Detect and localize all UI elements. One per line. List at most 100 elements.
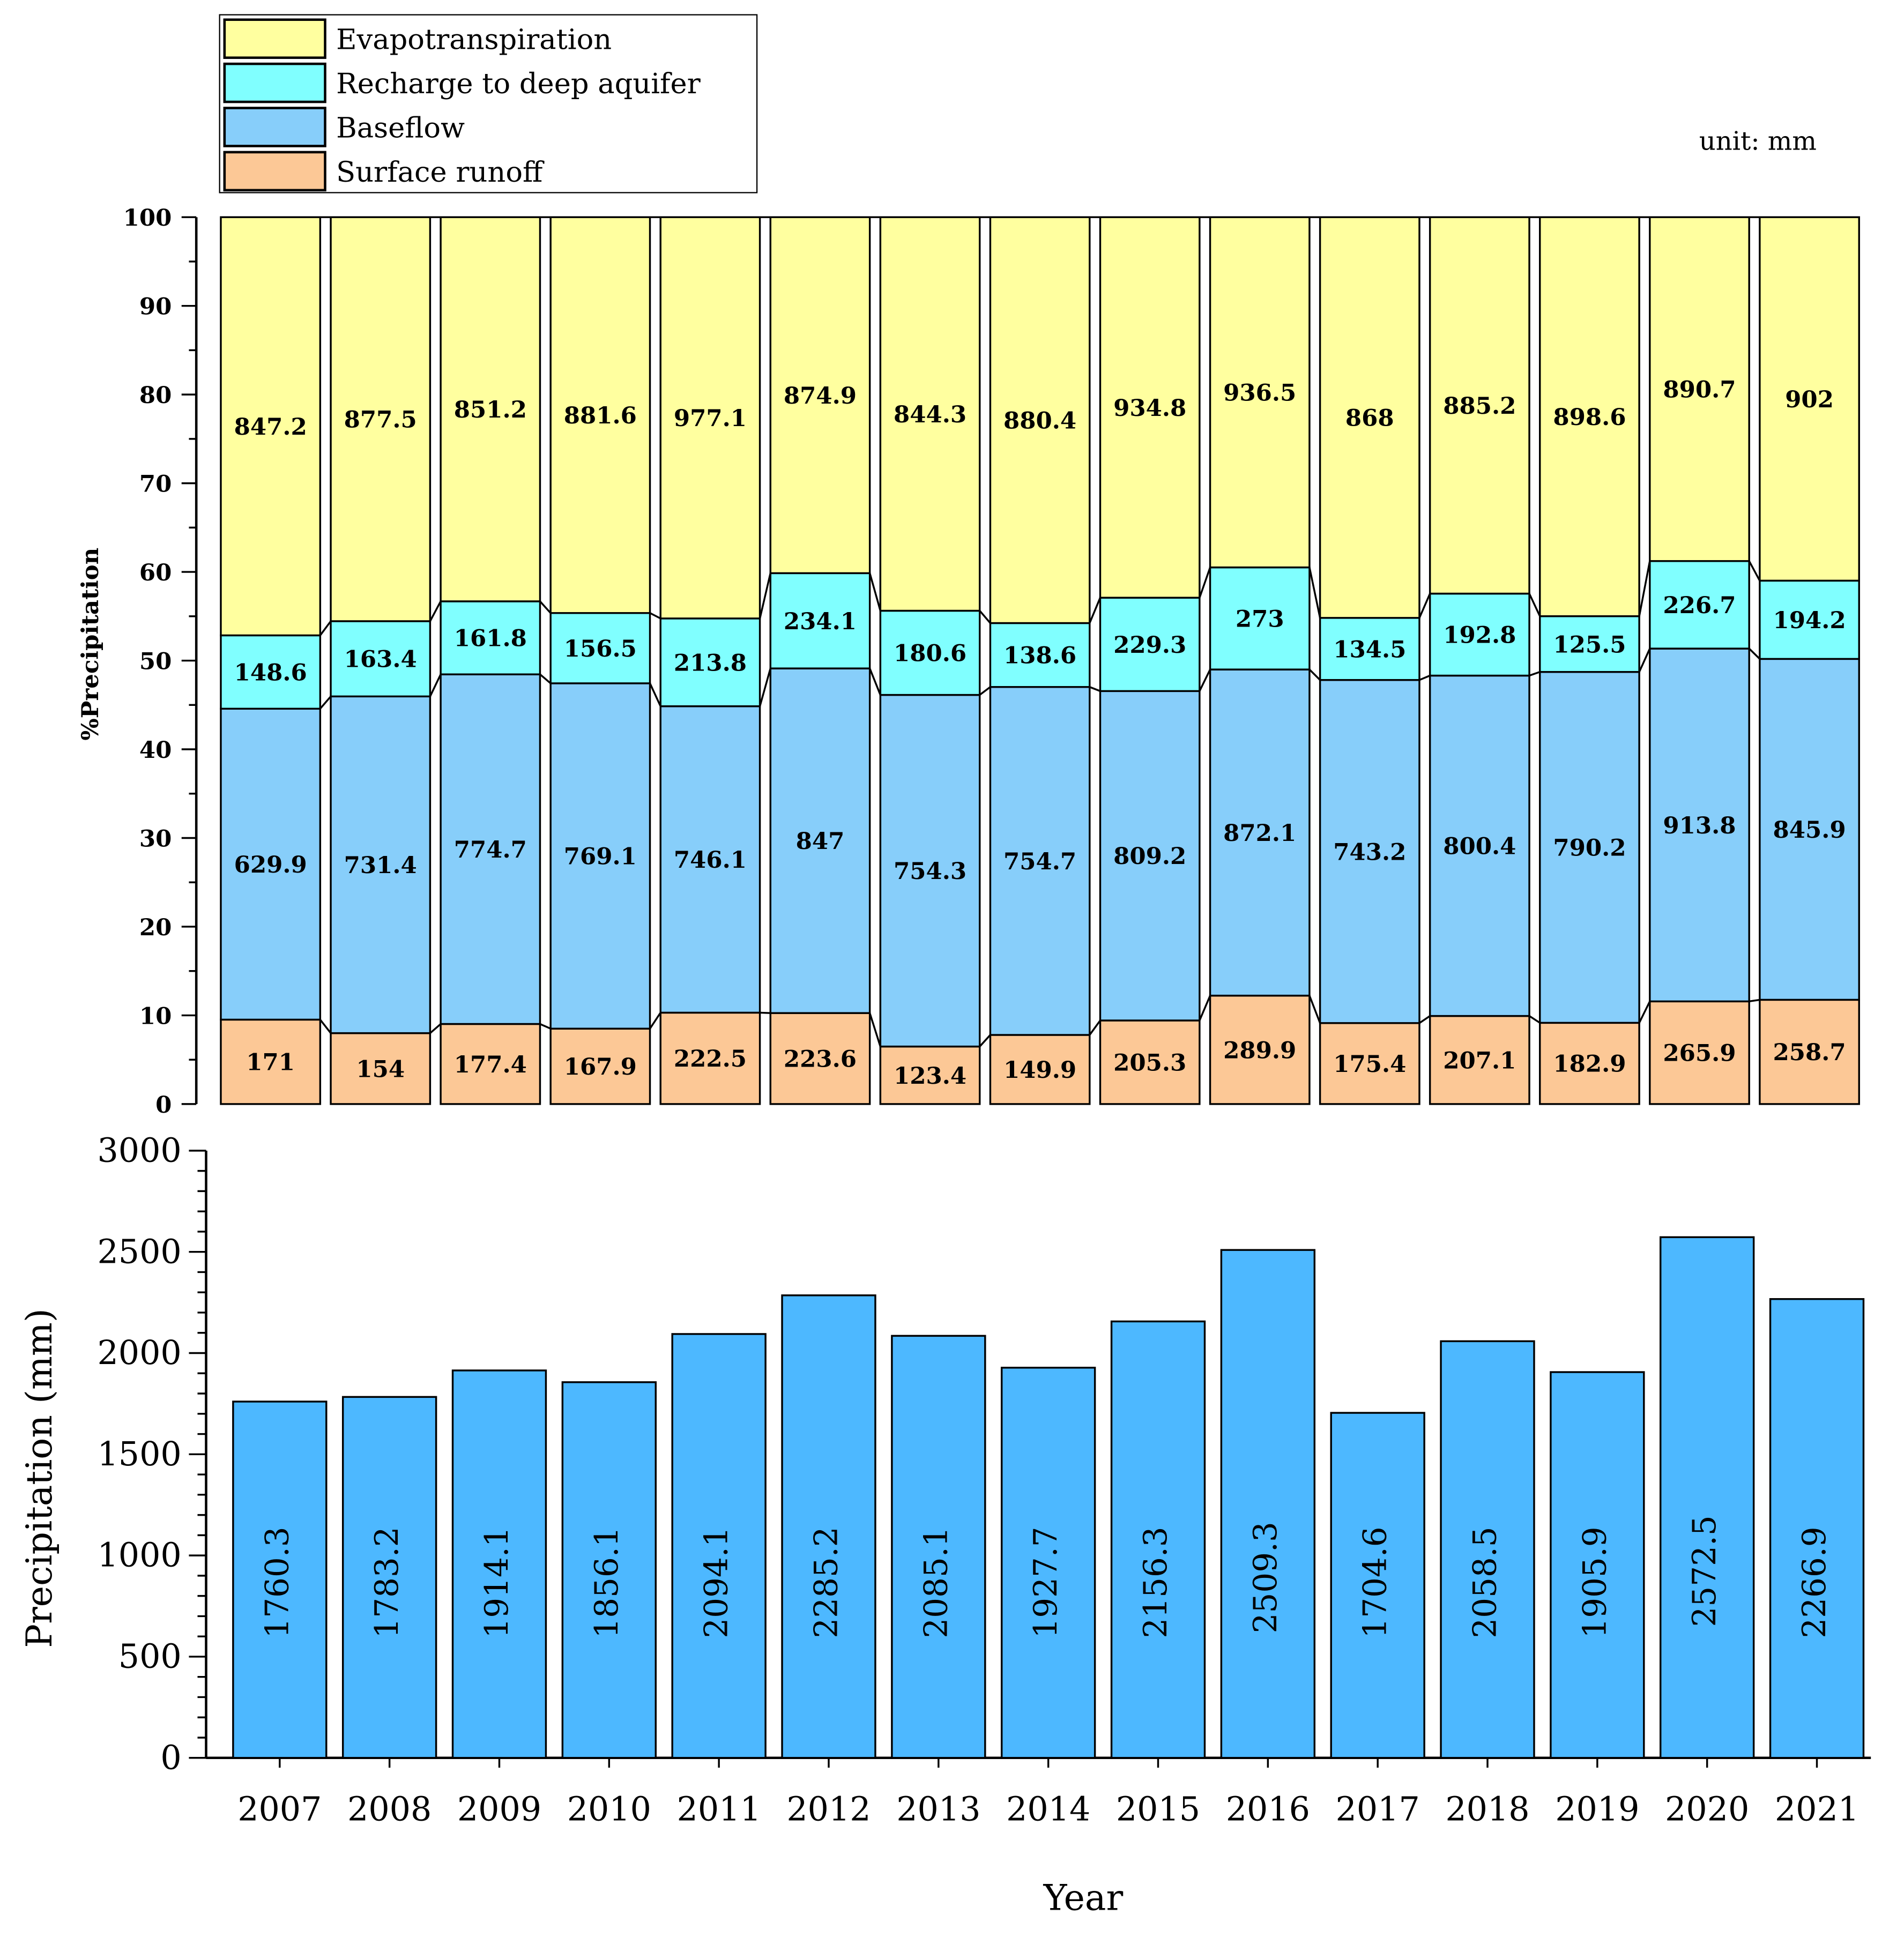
stack-connector-line bbox=[758, 573, 771, 619]
precipitation-bar-2009 bbox=[451, 1369, 547, 1759]
segment-value-label: 213.8 bbox=[674, 649, 747, 676]
bar-value-label: 1856.1 bbox=[589, 1526, 626, 1638]
bar-segment-evapotranspiration-2011 bbox=[659, 216, 761, 620]
bar-segment-recharge-to-deep-aquifer-2021 bbox=[1759, 579, 1860, 660]
stack-connector-line bbox=[319, 620, 332, 636]
segment-value-label: 746.1 bbox=[674, 846, 747, 874]
bar-segment-baseflow-2009 bbox=[440, 673, 541, 1025]
stack-connector-line bbox=[539, 600, 552, 614]
stack-connector-line bbox=[1089, 686, 1101, 692]
bar-value-label: 2285.2 bbox=[808, 1526, 845, 1638]
segment-value-label: 154 bbox=[356, 1055, 405, 1083]
bar-value-label: 2266.9 bbox=[1796, 1526, 1833, 1638]
bar-segment-surface-runoff-2016 bbox=[1209, 994, 1311, 1105]
bar-segment-baseflow-2010 bbox=[549, 682, 651, 1030]
bar-value-label: 2058.5 bbox=[1467, 1526, 1504, 1638]
y-tick-label: 60 bbox=[139, 559, 172, 586]
y-tick-label: 10 bbox=[139, 1002, 172, 1030]
stack-connector-line bbox=[1748, 647, 1761, 660]
segment-value-label: 171 bbox=[246, 1049, 295, 1076]
x-tick-label: 2017 bbox=[1336, 1790, 1420, 1828]
bar-segment-recharge-to-deep-aquifer-2009 bbox=[440, 600, 541, 675]
bar-segment-recharge-to-deep-aquifer-2013 bbox=[879, 609, 981, 696]
stack-connector-line bbox=[649, 1012, 661, 1030]
segment-value-label: 175.4 bbox=[1333, 1051, 1406, 1078]
x-tick-label: 2009 bbox=[457, 1790, 541, 1828]
segment-value-label: 265.9 bbox=[1663, 1040, 1736, 1067]
bar-value-label: 2085.1 bbox=[918, 1526, 955, 1638]
bar-segment-surface-runoff-2011 bbox=[659, 1011, 761, 1105]
segment-value-label: 125.5 bbox=[1553, 631, 1626, 658]
precipitation-bar-2011 bbox=[671, 1333, 767, 1759]
segment-value-label: 182.9 bbox=[1553, 1051, 1626, 1078]
stack-connector-line bbox=[429, 674, 442, 697]
segment-value-label: 874.9 bbox=[784, 382, 857, 409]
bar-segment-surface-runoff-2017 bbox=[1319, 1022, 1420, 1105]
segment-value-label: 880.4 bbox=[1003, 407, 1076, 434]
precipitation-bar-2019 bbox=[1550, 1371, 1645, 1759]
segment-value-label: 163.4 bbox=[344, 646, 417, 673]
bar-segment-recharge-to-deep-aquifer-2011 bbox=[659, 617, 761, 707]
bar-segment-baseflow-2012 bbox=[769, 667, 871, 1014]
precipitation-bar-2015 bbox=[1110, 1320, 1206, 1759]
stack-connector-line bbox=[539, 1023, 551, 1030]
segment-value-label: 890.7 bbox=[1663, 376, 1736, 404]
segment-value-label: 936.5 bbox=[1223, 379, 1296, 406]
precipitation-bar-2014 bbox=[1000, 1367, 1096, 1759]
segment-value-label: 847 bbox=[796, 828, 845, 855]
y-tick-label: 0 bbox=[160, 1738, 181, 1777]
stack-connector-line bbox=[1308, 995, 1321, 1024]
segment-value-label: 898.6 bbox=[1553, 404, 1626, 431]
x-tick-label: 2010 bbox=[567, 1790, 651, 1828]
stack-connector-line bbox=[979, 610, 991, 624]
stack-connector-line bbox=[1308, 668, 1321, 681]
segment-value-label: 134.5 bbox=[1333, 636, 1406, 663]
x-tick-label: 2012 bbox=[786, 1790, 871, 1828]
bar-segment-evapotranspiration-2020 bbox=[1649, 216, 1750, 562]
stack-connector-line bbox=[429, 1023, 442, 1034]
bar-value-label: 2094.1 bbox=[698, 1526, 735, 1638]
stack-connector-line bbox=[1199, 567, 1211, 598]
precipitation-bar-2020 bbox=[1659, 1236, 1755, 1759]
segment-value-label: 872.1 bbox=[1223, 820, 1296, 847]
legend-swatch-recharge-to-deep-aquifer bbox=[223, 62, 326, 103]
precipitation-bar-2017 bbox=[1330, 1412, 1425, 1759]
segment-value-label: 167.9 bbox=[564, 1053, 637, 1081]
stacked-percent-chart: 0 10 20 30 40 50 60 70 80 90 100 171 629.9 148.6 847.2… bbox=[123, 204, 1860, 1119]
bar-segment-evapotranspiration-2012 bbox=[769, 216, 871, 575]
bar-value-label: 1760.3 bbox=[259, 1526, 296, 1638]
y-tick-label: 80 bbox=[139, 382, 172, 409]
bar-segment-surface-runoff-2008 bbox=[330, 1032, 432, 1105]
stack-connector-line bbox=[429, 601, 442, 622]
precipitation-bar-2016 bbox=[1220, 1249, 1316, 1759]
x-tick-label: 2015 bbox=[1116, 1790, 1200, 1828]
y-tick-label: 1500 bbox=[97, 1435, 181, 1473]
stack-connector-line bbox=[1529, 671, 1541, 677]
stack-connector-line bbox=[1308, 567, 1321, 619]
segment-value-label: 177.4 bbox=[454, 1051, 527, 1078]
bar-segment-surface-runoff-2020 bbox=[1649, 1000, 1750, 1105]
bar-segment-evapotranspiration-2008 bbox=[330, 216, 432, 622]
stack-connector-line bbox=[1199, 995, 1211, 1021]
stack-connector-line bbox=[1199, 669, 1211, 692]
segment-value-label: 977.1 bbox=[674, 405, 747, 432]
bar-segment-baseflow-2021 bbox=[1759, 658, 1860, 1001]
x-tick-label: 2008 bbox=[347, 1790, 432, 1828]
segment-value-label: 881.6 bbox=[564, 402, 637, 429]
top-y-axis-title: %Precipitation bbox=[77, 548, 104, 741]
segment-value-label: 769.1 bbox=[564, 843, 637, 870]
stack-connector-line bbox=[1418, 593, 1431, 619]
segment-value-label: 123.4 bbox=[894, 1062, 966, 1090]
segment-value-label: 877.5 bbox=[344, 406, 417, 434]
bar-segment-evapotranspiration-2013 bbox=[879, 216, 981, 612]
precipitation-bar-2010 bbox=[561, 1381, 657, 1759]
legend-swatch-baseflow bbox=[223, 107, 326, 147]
bar-segment-surface-runoff-2013 bbox=[879, 1045, 981, 1105]
bar-segment-evapotranspiration-2010 bbox=[549, 216, 651, 614]
bar-segment-baseflow-2007 bbox=[220, 707, 322, 1021]
bar-value-label: 1704.6 bbox=[1357, 1526, 1394, 1638]
bar-value-label: 1927.7 bbox=[1028, 1526, 1065, 1638]
bar-segment-evapotranspiration-2021 bbox=[1759, 216, 1860, 582]
segment-value-label: 754.7 bbox=[1003, 848, 1076, 875]
